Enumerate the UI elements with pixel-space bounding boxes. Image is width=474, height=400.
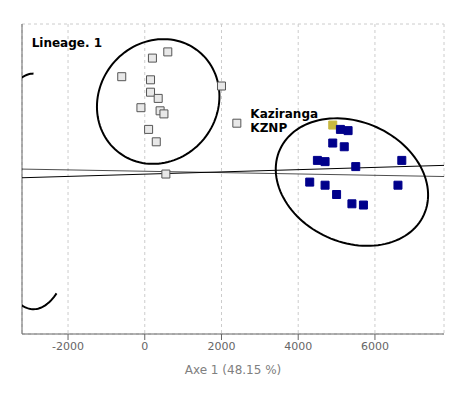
svg-text:0: 0 <box>141 340 148 353</box>
svg-text:2000: 2000 <box>207 340 235 353</box>
svg-text:6000: 6000 <box>361 340 389 353</box>
svg-text:KZNP: KZNP <box>250 121 287 135</box>
svg-text:Lineage. 1: Lineage. 1 <box>32 36 102 50</box>
svg-text:4000: 4000 <box>284 340 312 353</box>
svg-text:Kaziranga: Kaziranga <box>250 107 318 121</box>
svg-text:Axe 1 (48.15 %): Axe 1 (48.15 %) <box>185 363 282 377</box>
svg-text:-2000: -2000 <box>52 340 84 353</box>
